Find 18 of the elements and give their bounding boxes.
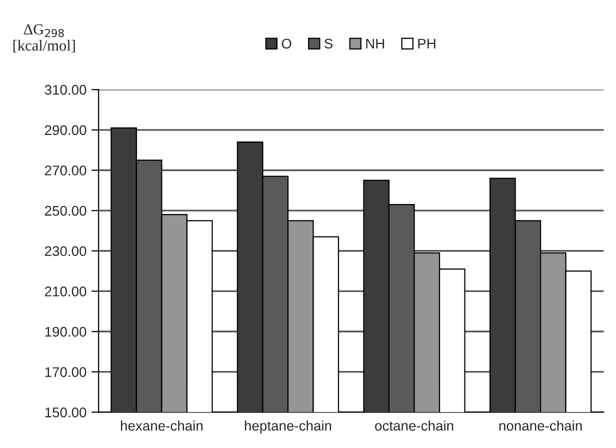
y-tick-label: 250.00 (44, 206, 86, 216)
y-axis-title: ΔG$_{298}$ [kcal/mol] (13, 24, 75, 53)
x-tick-label: octane-chain (375, 420, 454, 431)
y-tick-label: 170.00 (45, 367, 86, 378)
x-tick-label: heptane-chain (244, 420, 332, 434)
y-tick-label: 190.00 (45, 326, 86, 337)
legend-label: S (324, 38, 333, 49)
x-tick-label: hexane-chain (120, 420, 202, 431)
y-tick-label: 150.00 (45, 407, 86, 418)
y-tick-label: 310.00 (44, 84, 86, 95)
y-tick-label: 230.00 (44, 246, 86, 256)
y-tick-label: 270.00 (44, 166, 86, 176)
legend-label: O (282, 38, 292, 49)
legend-label: NH (366, 38, 384, 48)
y-tick-label: 210.00 (44, 286, 86, 296)
y-tick-label: 290.00 (44, 125, 86, 136)
legend-label: PH (418, 38, 436, 48)
x-tick-label: nonane-chain (499, 420, 582, 431)
